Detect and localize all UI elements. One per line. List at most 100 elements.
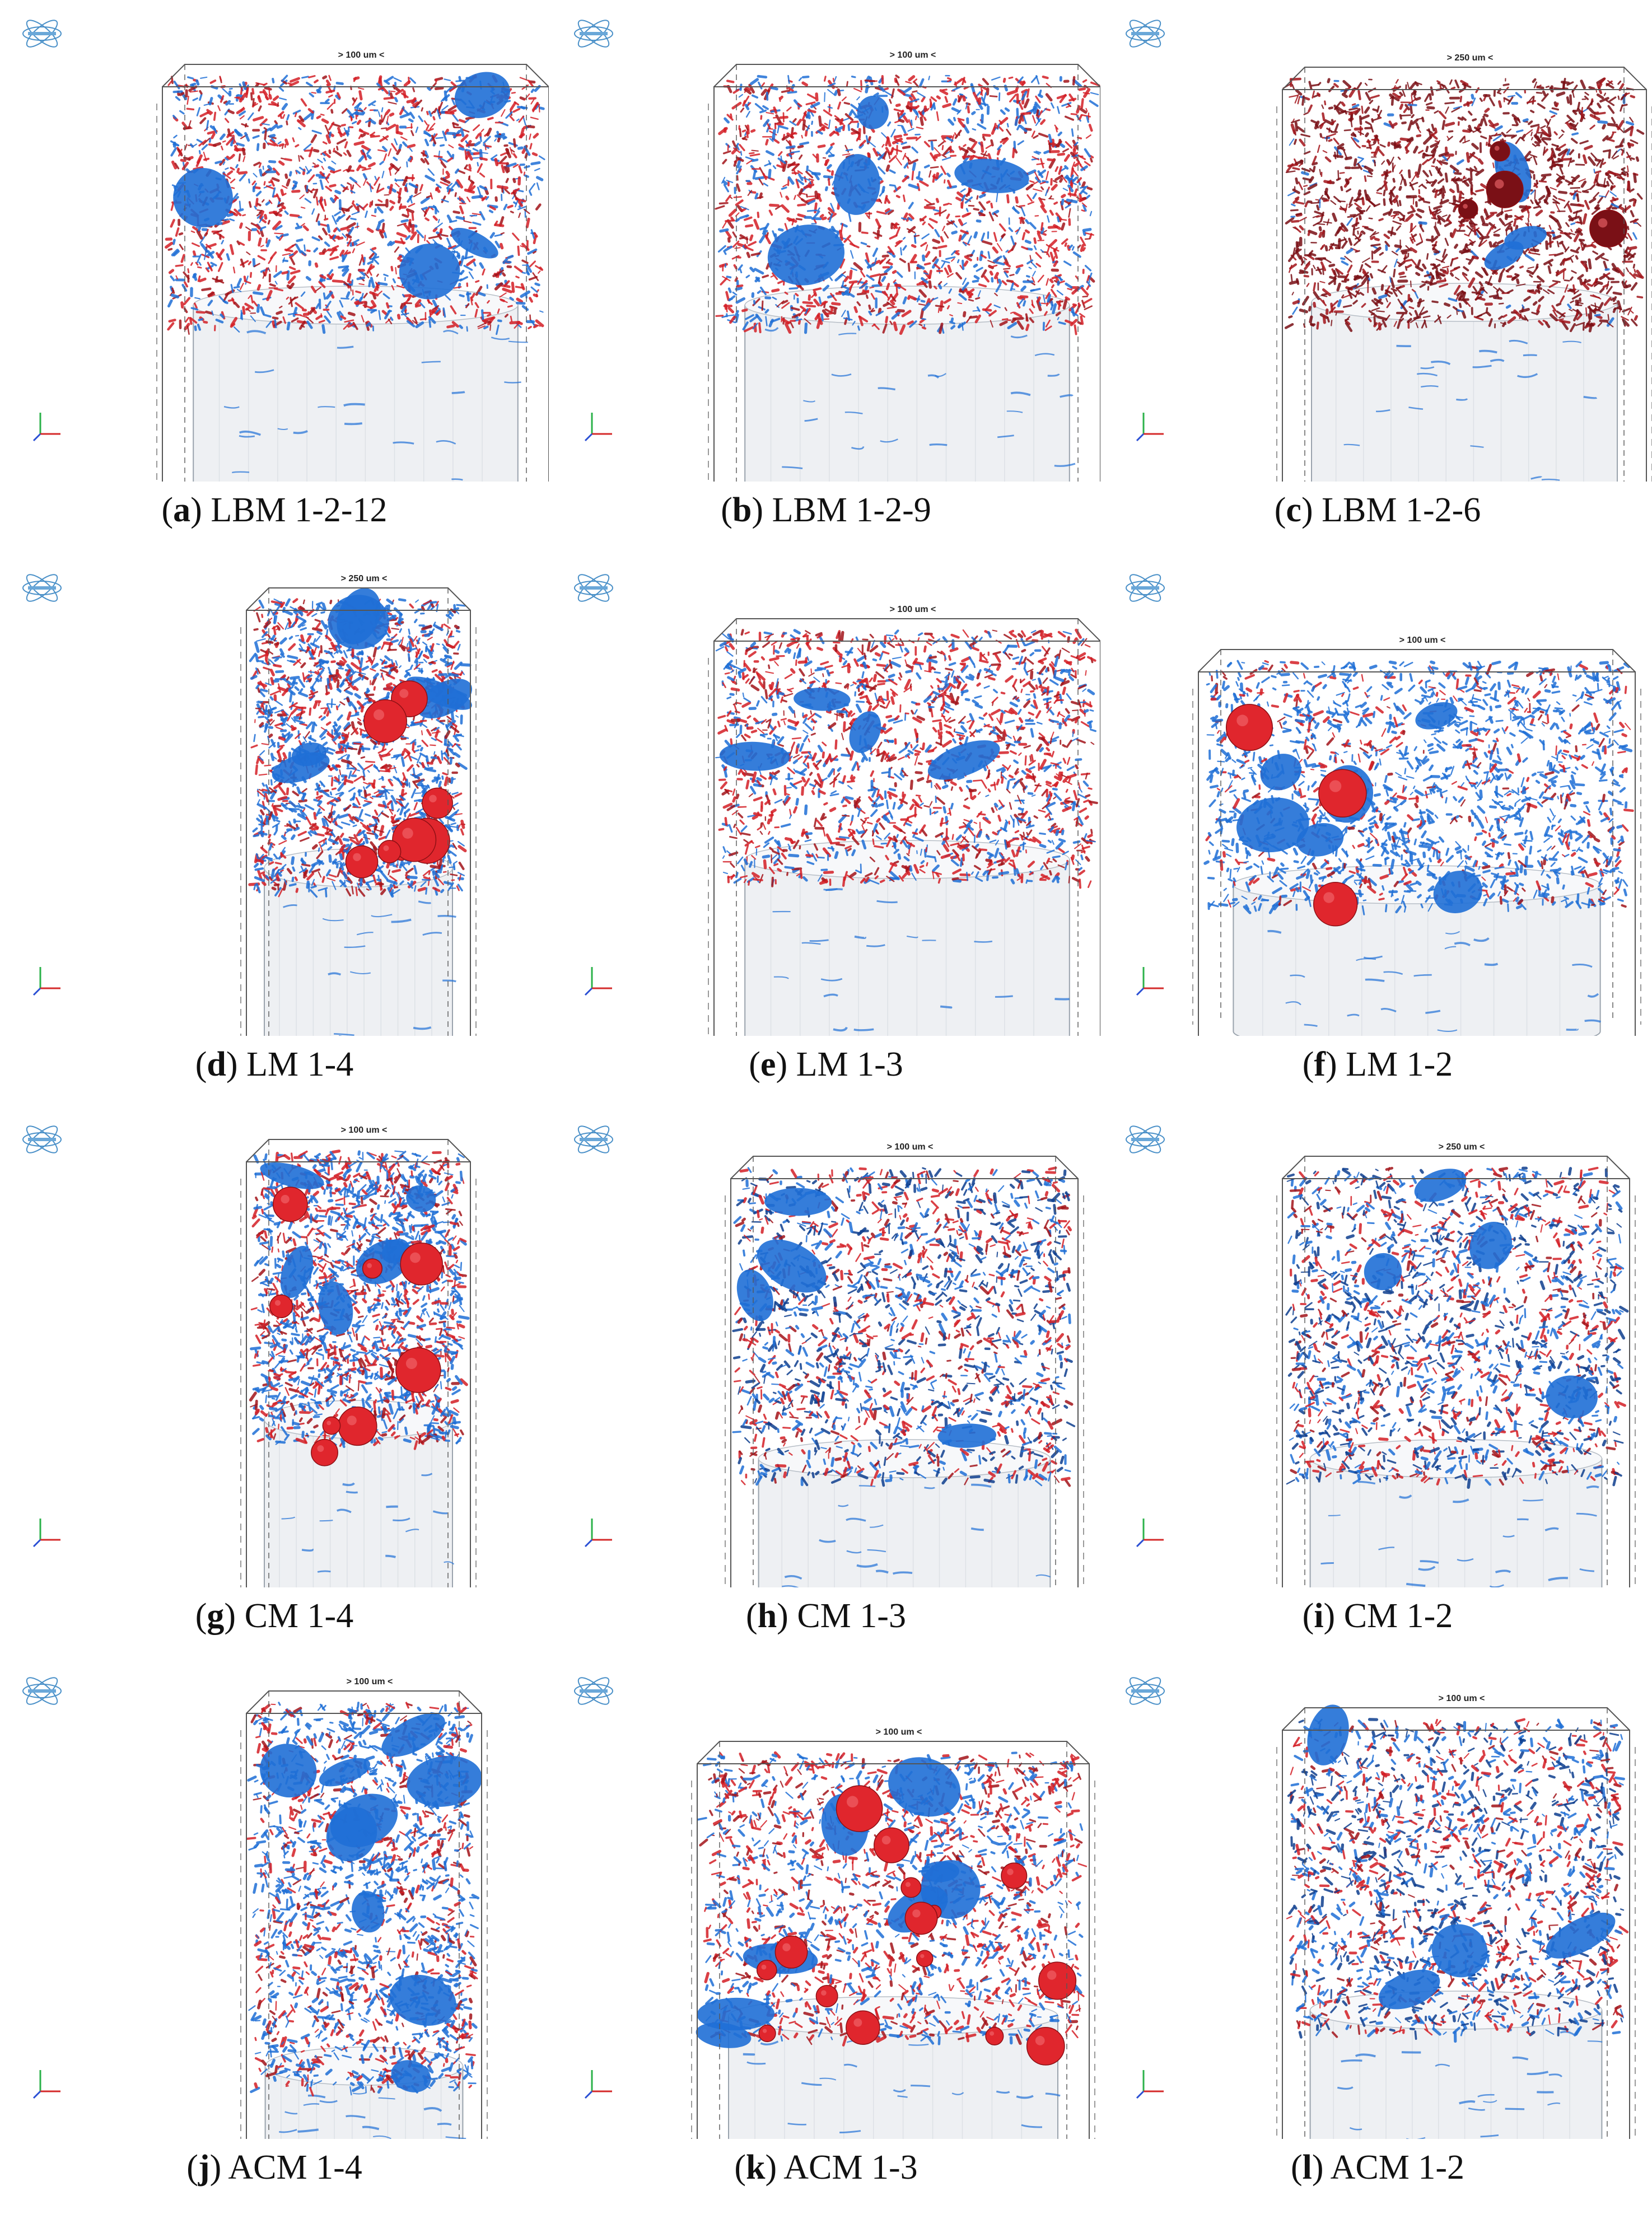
bounding-box bbox=[691, 1741, 1095, 2139]
scale-bar-label: > 100 um < bbox=[1399, 636, 1446, 645]
panel-letter: e bbox=[760, 1045, 776, 1083]
axis-triad-icon bbox=[1136, 2070, 1164, 2099]
panel-label: ACM 1-3 bbox=[783, 2148, 917, 2187]
sample-cylinder bbox=[728, 1996, 1061, 2139]
panel-caption: (j) ACM 1-4 bbox=[0, 2150, 549, 2185]
software-logo-icon bbox=[22, 1125, 62, 1153]
panel-label: LM 1-3 bbox=[796, 1045, 903, 1083]
software-logo-icon bbox=[22, 1677, 62, 1705]
bounding-box bbox=[240, 1139, 477, 1587]
ct-render-k: > 100 um < bbox=[574, 1677, 1095, 2139]
software-logo-icon bbox=[1126, 20, 1165, 48]
ct-render-e: > 100 um < bbox=[574, 574, 1100, 1036]
scale-bar-label: > 100 um < bbox=[890, 605, 936, 614]
panel-h: > 100 um < (h) CM 1-3 bbox=[552, 1106, 1100, 1657]
panel-caption: (b) LBM 1-2-9 bbox=[552, 493, 1100, 527]
panel-label: LBM 1-2-6 bbox=[1322, 491, 1481, 529]
panel-f: > 100 um < (f) LM 1-2 bbox=[1103, 554, 1652, 1106]
panel-letter: k bbox=[746, 2148, 765, 2187]
pore-network bbox=[1286, 1704, 1629, 2043]
panel-c: > 250 um < (c) LBM 1-2-6 bbox=[1103, 0, 1652, 552]
pore-network bbox=[715, 74, 1100, 335]
scale-bar-label: > 100 um < bbox=[876, 1727, 922, 1737]
software-logo-icon bbox=[574, 574, 613, 602]
panel-letter: g bbox=[207, 1597, 224, 1635]
panel-label: LM 1-4 bbox=[246, 1045, 353, 1083]
panel-letter: d bbox=[207, 1045, 226, 1083]
pore-network bbox=[1285, 1166, 1629, 1489]
ct-render-j: > 100 um < bbox=[22, 1677, 488, 2139]
panel-letter: i bbox=[1314, 1597, 1323, 1635]
bounding-box bbox=[1276, 1156, 1636, 1587]
panel-caption: (c) LBM 1-2-6 bbox=[1103, 493, 1652, 527]
software-logo-icon bbox=[1126, 574, 1165, 602]
panel-caption: (i) CM 1-2 bbox=[1103, 1599, 1652, 1633]
ct-render-b: > 100 um < bbox=[574, 20, 1100, 482]
panel-b: > 100 um < (b) LBM 1-2-9 bbox=[552, 0, 1100, 552]
axis-triad-icon bbox=[584, 413, 612, 442]
axis-triad-icon bbox=[1136, 967, 1164, 996]
axis-triad-icon bbox=[584, 2070, 612, 2099]
scale-bar-label: > 250 um < bbox=[1447, 53, 1494, 63]
ct-render-c: > 250 um < bbox=[1126, 20, 1652, 482]
pore-network bbox=[1282, 77, 1645, 333]
ct-render-f: > 100 um < bbox=[1126, 574, 1641, 1036]
scale-bar-label: > 100 um < bbox=[1439, 1694, 1485, 1703]
software-logo-icon bbox=[1126, 1677, 1165, 1705]
panel-letter: b bbox=[732, 491, 752, 529]
panel-caption: (a) LBM 1-2-12 bbox=[0, 493, 549, 527]
panel-i: > 250 um < (i) CM 1-2 bbox=[1103, 1106, 1652, 1657]
axis-triad-icon bbox=[32, 2070, 60, 2099]
panel-letter: h bbox=[758, 1597, 777, 1635]
pore-network bbox=[246, 1702, 482, 2097]
bounding-box bbox=[1276, 67, 1652, 482]
ct-render-a: > 100 um < bbox=[22, 20, 549, 482]
ct-render-l: > 100 um < bbox=[1126, 1677, 1636, 2139]
pore-network bbox=[732, 1166, 1076, 1487]
panel-caption: (g) CM 1-4 bbox=[0, 1599, 549, 1633]
panel-caption: (k) ACM 1-3 bbox=[552, 2150, 1100, 2185]
bounding-box bbox=[240, 587, 477, 1036]
panel-d: > 250 um < (d) LM 1-4 bbox=[0, 554, 549, 1106]
panel-label: CM 1-2 bbox=[1344, 1597, 1453, 1635]
axis-triad-icon bbox=[32, 967, 60, 996]
panel-letter: c bbox=[1286, 491, 1301, 529]
ct-render-d: > 250 um < bbox=[22, 574, 477, 1036]
bounding-box bbox=[1192, 649, 1641, 1036]
panel-l: > 100 um < (l) ACM 1-2 bbox=[1103, 1657, 1652, 2209]
panel-label: LBM 1-2-12 bbox=[211, 491, 387, 529]
pore-network bbox=[696, 1751, 1088, 2066]
sample-cylinder bbox=[1311, 283, 1618, 482]
ct-render-g: > 100 um < bbox=[22, 1125, 477, 1587]
scale-bar-label: > 250 um < bbox=[1439, 1142, 1485, 1152]
axis-triad-icon bbox=[1136, 1519, 1164, 1548]
pore-network bbox=[249, 1150, 470, 1466]
ct-render-h: > 100 um < bbox=[574, 1125, 1084, 1587]
panel-letter: f bbox=[1314, 1045, 1326, 1083]
panel-caption: (e) LM 1-3 bbox=[552, 1047, 1100, 1082]
software-logo-icon bbox=[574, 1125, 613, 1153]
axis-triad-icon bbox=[32, 1519, 60, 1548]
panel-k: > 100 um < (k) ACM 1-3 bbox=[552, 1657, 1100, 2209]
scale-bar-label: > 100 um < bbox=[341, 1125, 388, 1135]
scale-bar-label: > 100 um < bbox=[887, 1142, 934, 1152]
panel-label: ACM 1-4 bbox=[228, 2148, 362, 2187]
scale-bar-label: > 100 um < bbox=[890, 50, 936, 60]
bounding-box bbox=[240, 1690, 488, 2139]
bounding-box bbox=[708, 64, 1100, 482]
bounding-box bbox=[156, 64, 549, 482]
pore-network bbox=[1203, 660, 1634, 927]
panel-caption: (l) ACM 1-2 bbox=[1103, 2150, 1652, 2185]
panel-label: LM 1-2 bbox=[1346, 1045, 1453, 1083]
panel-label: ACM 1-2 bbox=[1331, 2148, 1464, 2187]
panel-e: > 100 um < (e) LM 1-3 bbox=[552, 554, 1100, 1106]
axis-triad-icon bbox=[1136, 413, 1164, 442]
panel-caption: (d) LM 1-4 bbox=[0, 1047, 549, 1082]
panel-caption: (f) LM 1-2 bbox=[1103, 1047, 1652, 1082]
scale-bar-label: > 100 um < bbox=[338, 50, 385, 60]
bounding-box bbox=[708, 618, 1100, 1036]
panel-label: CM 1-4 bbox=[245, 1597, 354, 1635]
software-logo-icon bbox=[574, 1677, 613, 1705]
panel-a: > 100 um < (a) LBM 1-2-12 bbox=[0, 0, 549, 552]
